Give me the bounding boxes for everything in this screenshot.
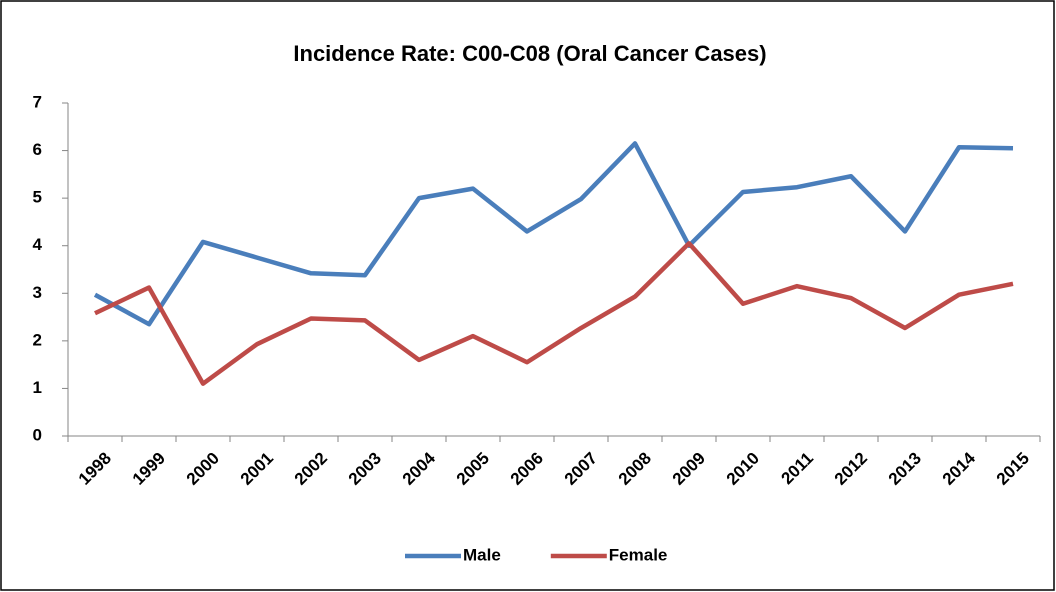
y-tick-label: 4 <box>33 235 43 254</box>
y-tick-label: 5 <box>33 188 42 207</box>
y-tick-label: 0 <box>33 425 42 444</box>
y-tick-label: 2 <box>33 330 42 349</box>
line-series <box>94 241 1014 386</box>
chart-title: Incidence Rate: C00-C08 (Oral Cancer Cas… <box>293 41 766 66</box>
legend-label: Male <box>463 545 501 564</box>
line-series <box>93 141 1014 327</box>
y-tick-label: 7 <box>33 92 42 111</box>
y-tick-label: 1 <box>33 378 42 397</box>
legend-label: Female <box>609 545 668 564</box>
y-tick-label: 3 <box>33 283 42 302</box>
y-tick-label: 6 <box>33 140 42 159</box>
